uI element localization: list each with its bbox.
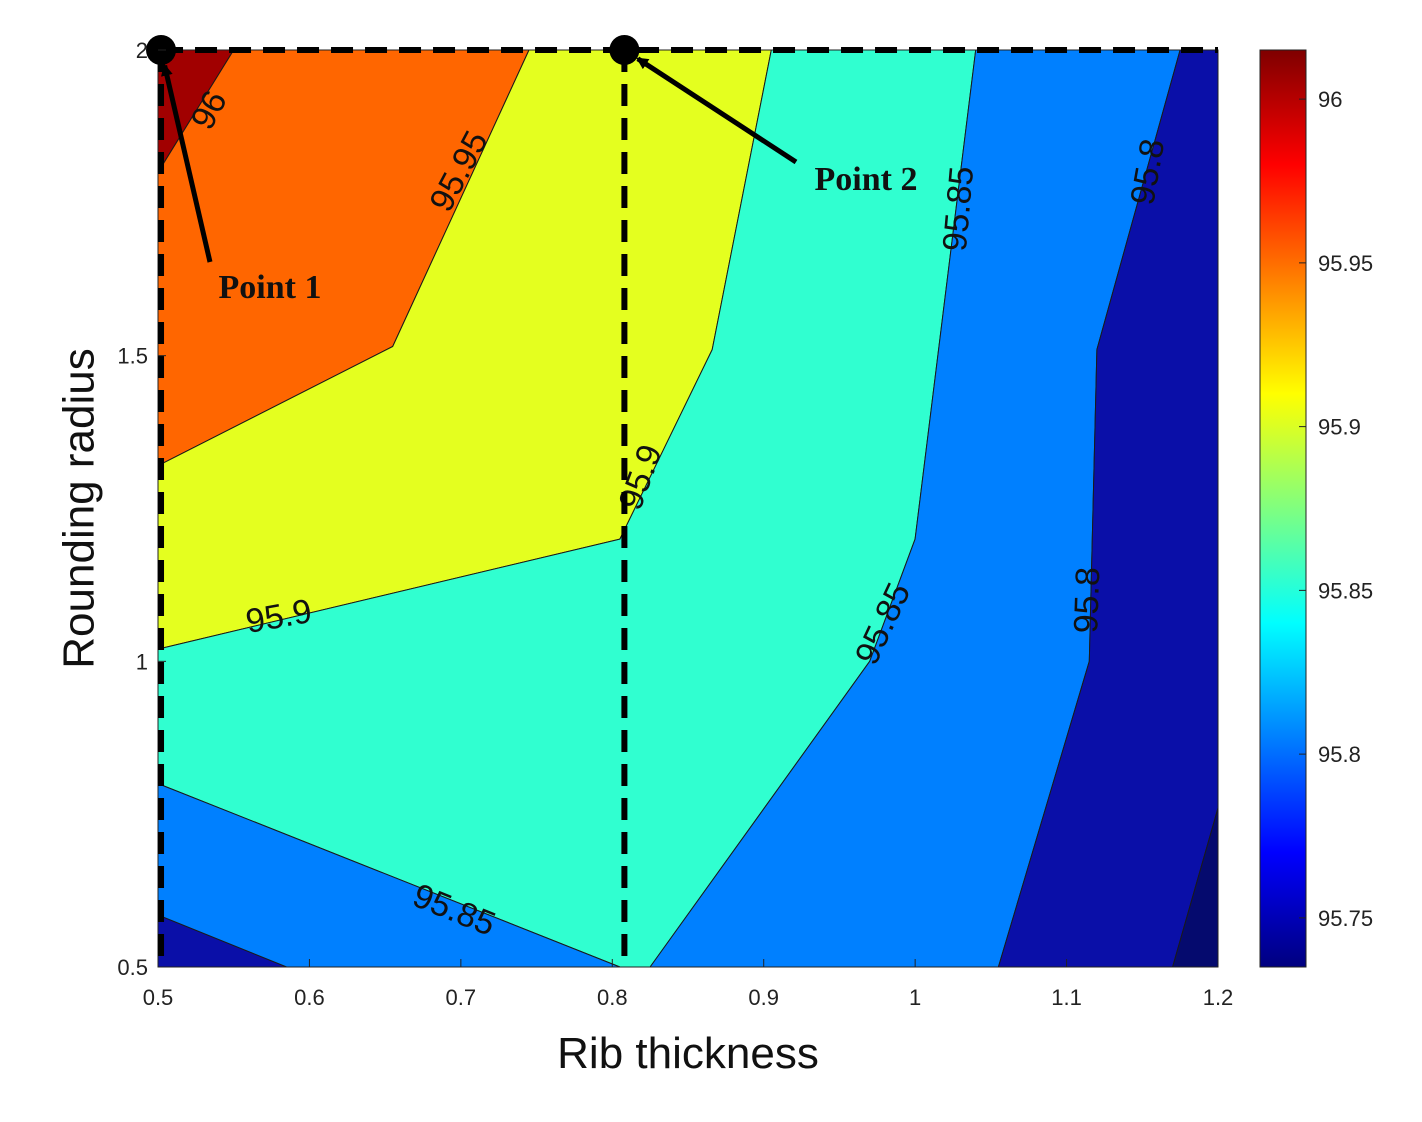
annotation-arrow (161, 63, 213, 263)
colorbar-gradient (1259, 49, 1307, 968)
colorbar-tick-label: 95.85 (1318, 578, 1373, 603)
x-tick-label: 1.1 (1051, 985, 1082, 1010)
x-tick-label: 0.7 (446, 985, 477, 1010)
contour-regions (157, 49, 1219, 968)
annotation-label: Point 2 (815, 161, 918, 198)
x-axis-title: Rib thickness (557, 1029, 819, 1078)
y-axis-ticks: 0.5 1 1.5 2 (117, 38, 166, 980)
y-tick-label: 2 (136, 38, 148, 63)
annotation-label: Point 1 (219, 269, 322, 306)
y-tick-label: 1.5 (117, 344, 148, 369)
x-axis-ticks: 0.5 0.6 0.7 0.8 0.9 1 1.1 1.2 (143, 959, 1234, 1010)
annotation-arrow (636, 56, 798, 165)
colorbar-tick-label: 95.8 (1318, 742, 1361, 767)
contour-label: 95.8 (1067, 566, 1107, 633)
y-axis-title: Rounding radius (55, 348, 104, 668)
dashed-guides (158, 47, 1218, 967)
colorbar: 95.75 95.8 95.85 95.9 95.95 96 (1259, 49, 1373, 968)
x-tick-label: 1 (909, 985, 921, 1010)
colorbar-tick-label: 95.95 (1318, 251, 1373, 276)
colorbar-tick-label: 96 (1318, 87, 1342, 112)
x-tick-label: 0.6 (294, 985, 325, 1010)
colorbar-tick-label: 95.9 (1318, 415, 1361, 440)
x-tick-label: 1.2 (1203, 985, 1234, 1010)
y-tick-label: 0.5 (117, 955, 148, 980)
contour-label: 95.85 (936, 165, 981, 253)
x-tick-label: 0.5 (143, 985, 174, 1010)
y-tick-label: 1 (136, 649, 148, 674)
x-tick-label: 0.8 (597, 985, 628, 1010)
colorbar-tick-label: 95.75 (1318, 906, 1373, 931)
x-tick-label: 0.9 (748, 985, 779, 1010)
colorbar-ticks: 95.75 95.8 95.85 95.9 95.95 96 (1299, 87, 1373, 931)
annotation-point-marker (609, 35, 640, 65)
